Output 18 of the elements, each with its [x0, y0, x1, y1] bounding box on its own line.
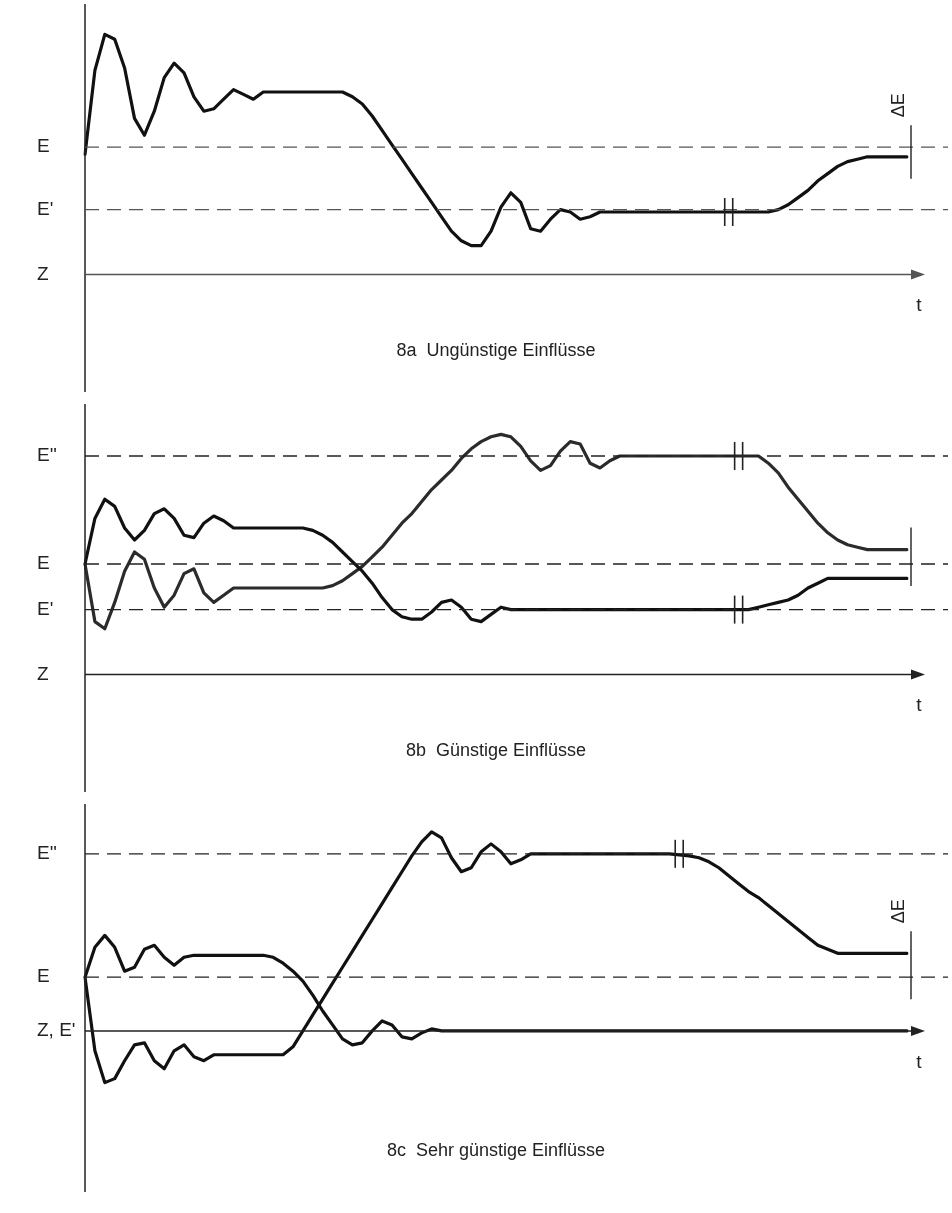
ref-line-label: Z, E' — [37, 1019, 76, 1041]
ref-line-label: E' — [36, 597, 54, 619]
ref-line-label: E — [36, 135, 50, 157]
ref-line-label: E'' — [36, 842, 57, 864]
annotation: ΔE — [887, 899, 908, 924]
text: 8b Günstige Einflüsse — [405, 740, 587, 761]
ref-line-label: E' — [36, 197, 54, 219]
annotation: ΔE — [887, 93, 908, 118]
ref-line-label: E — [36, 965, 50, 987]
ref-line-label: Z — [37, 262, 49, 284]
x-axis-title: t — [916, 1050, 923, 1072]
ref-line-label: E — [36, 552, 50, 574]
ref-line-label: E'' — [36, 444, 57, 466]
x-axis-title: t — [916, 294, 923, 316]
ref-line-label: Z — [37, 662, 49, 684]
text: 8c Sehr günstige Einflüsse — [386, 1140, 606, 1161]
text: 8a Ungünstige Einflüsse — [396, 340, 596, 361]
x-axis-title: t — [916, 694, 923, 716]
